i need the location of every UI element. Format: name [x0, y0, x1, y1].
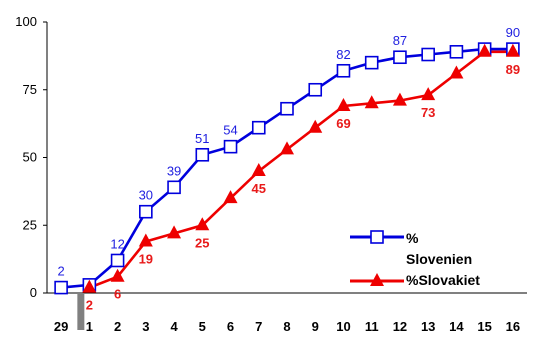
data-label: 82 [336, 47, 350, 62]
legend: % Slovenien %Slovakiet [350, 230, 480, 288]
data-label: 2 [86, 298, 93, 313]
data-point-marker [280, 141, 294, 155]
data-label: 54 [223, 123, 237, 138]
data-label: 89 [506, 62, 520, 77]
data-label: 25 [195, 235, 209, 250]
data-point-marker [421, 47, 435, 62]
data-point-marker [392, 92, 407, 106]
data-label: 73 [421, 105, 435, 120]
data-label: 12 [110, 236, 124, 251]
x-tick-label: 29 [54, 319, 68, 334]
data-point-marker [223, 190, 238, 204]
data-label: 45 [252, 181, 266, 196]
data-point-marker [477, 43, 492, 57]
x-tick-label: 13 [421, 319, 435, 334]
data-point-marker [251, 163, 266, 177]
x-tick-label: 15 [477, 319, 491, 334]
legend-slovenien-marker [370, 230, 384, 244]
data-label: 19 [139, 252, 153, 267]
x-tick-label: 16 [506, 319, 520, 334]
data-point-marker [505, 43, 520, 57]
x-tick-label: 1 [86, 319, 93, 334]
y-tick-label: 75 [23, 82, 37, 97]
x-category-highlight-bar [77, 294, 85, 330]
x-tick-label: 6 [227, 319, 234, 334]
data-point-marker [364, 55, 379, 70]
x-tick-label: 7 [255, 319, 262, 334]
x-tick-label: 12 [393, 319, 407, 334]
data-point-marker [251, 120, 266, 135]
data-label: 69 [336, 116, 350, 131]
data-point-marker [336, 63, 351, 78]
x-tick-label: 10 [336, 319, 350, 334]
data-label: 39 [167, 163, 181, 178]
y-tick-label: 0 [30, 285, 37, 300]
data-point-marker [195, 147, 210, 162]
series-markers [54, 42, 520, 295]
data-labels: 2 12 30 39 51 54 82 87 90 2 6 19 25 45 69 73 89 [58, 25, 521, 312]
y-tick-label: 100 [15, 14, 37, 29]
x-tick-label: 4 [170, 319, 178, 334]
data-point-marker [393, 50, 407, 65]
data-point-marker [449, 65, 464, 79]
legend-slovenien-label: Slovenien [406, 251, 472, 267]
data-label: 2 [58, 264, 65, 279]
y-tick-label: 25 [23, 217, 37, 232]
series-line-1 [88, 50, 513, 289]
data-label: 87 [393, 33, 407, 48]
data-point-marker [308, 119, 323, 133]
x-tick-label: 2 [114, 319, 121, 334]
y-tick-label: 50 [23, 150, 37, 165]
data-point-marker [223, 139, 238, 154]
data-point-marker [280, 101, 294, 116]
data-point-marker [139, 204, 153, 219]
data-point-marker [54, 280, 68, 295]
x-tick-label: 8 [283, 319, 290, 334]
x-tick-label: 14 [449, 319, 464, 334]
data-point-marker [138, 233, 153, 247]
x-tick-label: 5 [199, 319, 206, 334]
data-point-marker [308, 82, 323, 97]
data-point-marker [195, 217, 210, 231]
legend-slovakiet-marker [370, 273, 384, 286]
x-tick-label: 11 [365, 319, 379, 334]
data-point-marker [364, 95, 379, 109]
data-point-marker [449, 45, 464, 59]
data-point-marker [421, 87, 436, 101]
chart-axes [43, 21, 527, 330]
data-label: 51 [195, 131, 209, 146]
data-label: 6 [114, 287, 121, 302]
data-point-marker [82, 279, 97, 293]
data-label: 90 [506, 25, 520, 40]
legend-slovakiet-label: %Slovakiet [406, 272, 480, 288]
data-point-marker [110, 268, 125, 282]
data-point-marker [167, 225, 182, 239]
data-point-marker [110, 253, 125, 268]
data-label: 30 [139, 188, 153, 203]
data-point-marker [336, 98, 351, 112]
legend-slovenien-symbol: % [406, 230, 419, 246]
x-tick-label: 9 [312, 319, 319, 334]
x-tick-label: 3 [142, 319, 149, 334]
data-point-marker [167, 180, 181, 195]
